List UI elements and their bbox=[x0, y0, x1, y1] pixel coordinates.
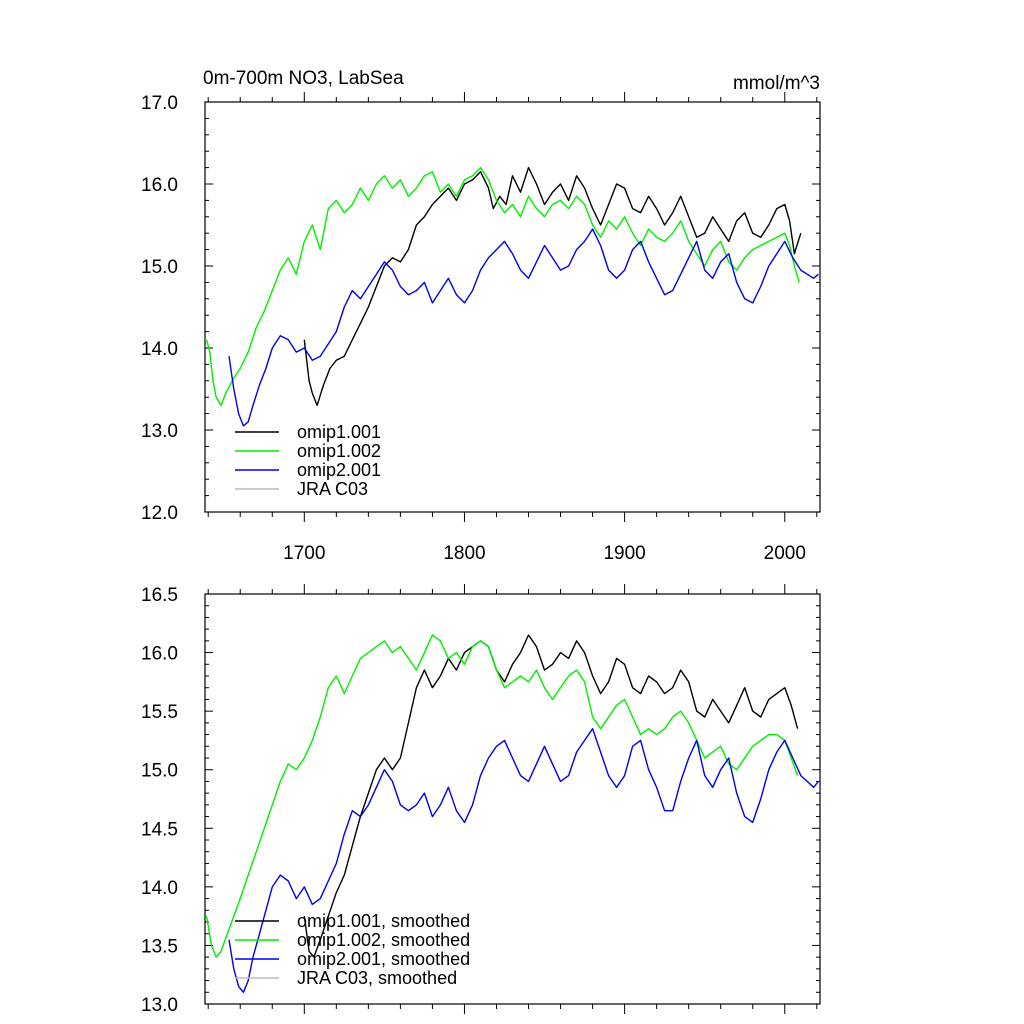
x-tick-label: 2000 bbox=[764, 543, 806, 564]
y-tick-label: 16.0 bbox=[141, 175, 178, 196]
y-tick-label: 15.0 bbox=[141, 761, 178, 782]
legend-label: omip1.002 bbox=[297, 441, 381, 461]
y-tick-label: 13.0 bbox=[141, 995, 178, 1016]
plot-frame bbox=[204, 593, 821, 1005]
x-tick-label: 1800 bbox=[443, 543, 485, 564]
legend-label: omip2.001 bbox=[297, 460, 381, 480]
legend-label: omip1.002, smoothed bbox=[297, 930, 470, 950]
series-line-omip1-002-smoothed bbox=[205, 634, 799, 958]
units-label: mmol/m^3 bbox=[733, 73, 820, 94]
top-panel: 12.0 13.0 14.0 15.0 16.0 17.0 1700 1800 1900 2000… bbox=[141, 92, 821, 564]
series-line-omip1-001-smoothed bbox=[303, 634, 799, 958]
legend-label: JRA C03 bbox=[297, 479, 368, 499]
y-tick-label: 15.0 bbox=[141, 257, 178, 278]
y-tick-label: 15.5 bbox=[141, 702, 178, 723]
y-tick-label: 14.0 bbox=[141, 339, 178, 360]
x-tick-label: 1700 bbox=[283, 543, 325, 564]
bottom-panel: 13.0 13.5 14.0 14.5 15.0 15.5 16.0 16.5 omip1.00… bbox=[141, 584, 821, 1016]
chart-title: 0m-700m NO3, LabSea bbox=[203, 68, 404, 89]
series-line-omip1-002 bbox=[205, 166, 800, 407]
series-line-omip2-001 bbox=[228, 228, 819, 427]
y-tick-label: 13.0 bbox=[141, 421, 178, 442]
plot-frame bbox=[204, 101, 821, 513]
y-tick-label: 14.0 bbox=[141, 878, 178, 899]
x-tick-label: 1900 bbox=[603, 543, 645, 564]
y-tick-label: 14.5 bbox=[141, 819, 178, 840]
series-line-omip1-001 bbox=[303, 166, 802, 407]
y-tick-label: 17.0 bbox=[141, 93, 178, 114]
legend-label: omip1.001, smoothed bbox=[297, 911, 470, 931]
legend-label: omip1.001 bbox=[297, 422, 381, 442]
legend-label: omip2.001, smoothed bbox=[297, 949, 470, 969]
series-line-omip2-001-smoothed bbox=[228, 728, 819, 993]
y-tick-label: 16.5 bbox=[141, 585, 178, 606]
y-tick-label: 12.0 bbox=[141, 503, 178, 524]
y-tick-label: 16.0 bbox=[141, 644, 178, 665]
legend-label: JRA C03, smoothed bbox=[297, 968, 457, 988]
y-tick-label: 13.5 bbox=[141, 936, 178, 957]
